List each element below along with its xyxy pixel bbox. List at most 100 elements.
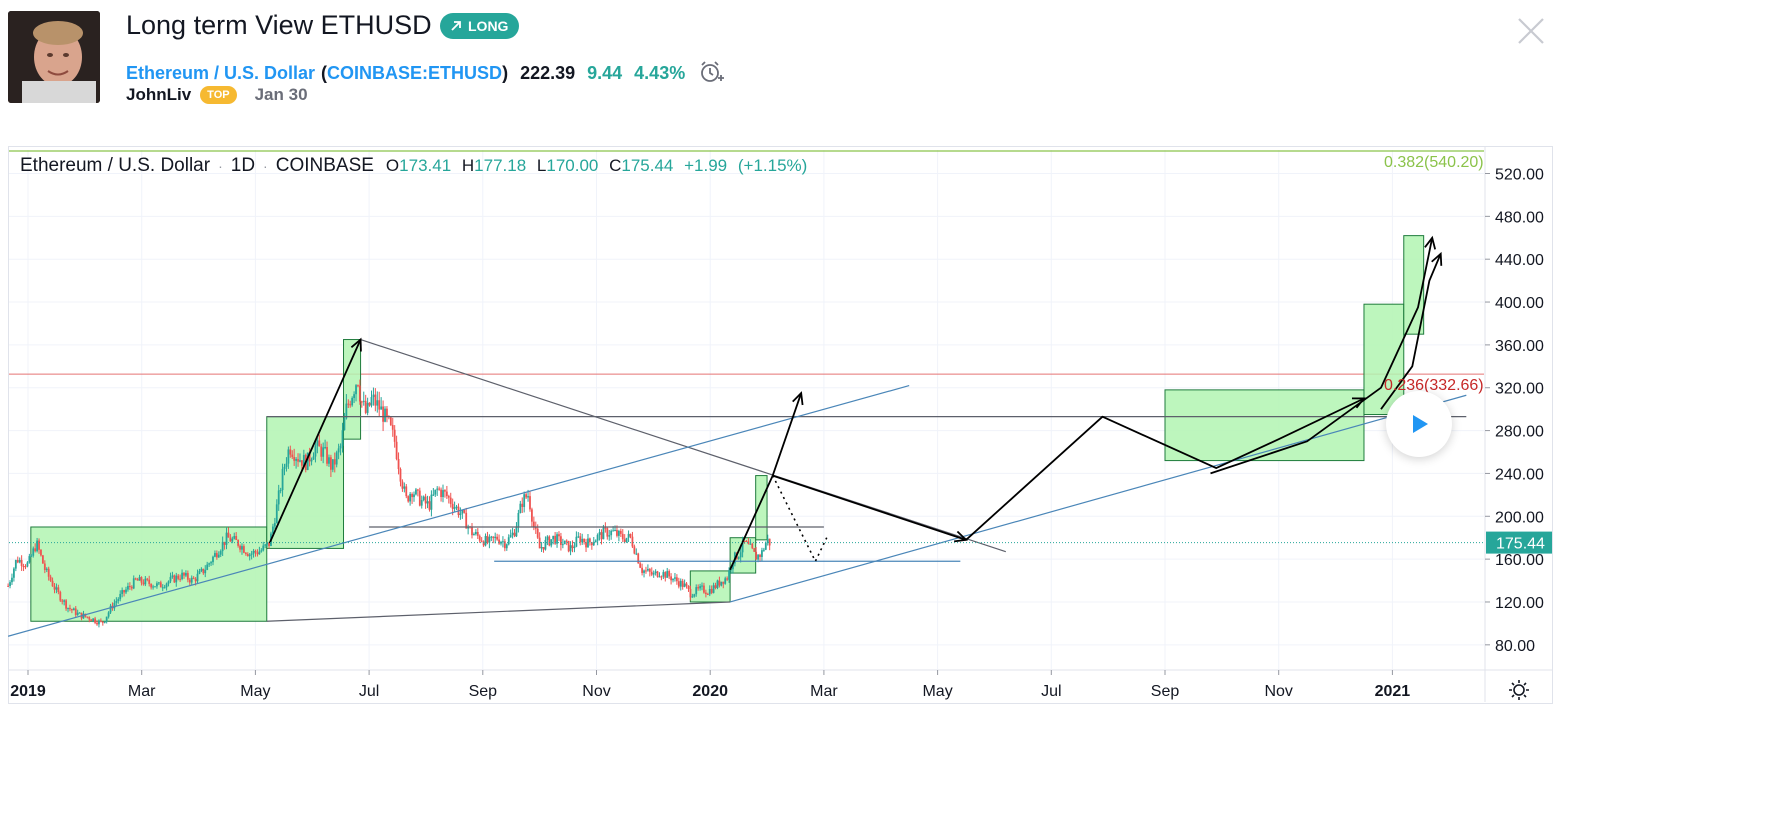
candle-body [529,496,531,510]
candle-body [753,548,756,552]
candle-body [484,535,487,546]
candle-body [658,576,661,578]
candle-body [393,429,396,442]
range-box [30,526,268,622]
candle-body [306,452,309,470]
candle-body [664,572,667,578]
candle-body [333,459,336,465]
candle-body [53,586,56,590]
projection-path [965,397,1365,541]
candle-body [461,510,464,514]
candle-body [674,577,676,579]
candle-body [233,536,236,539]
candle-body [229,537,232,542]
y-tick-label: 400.00 [1495,295,1544,312]
symbol-name-link[interactable]: Ethereum / U.S. Dollar [126,63,316,83]
candle-body [722,581,725,584]
open-value: 173.41 [399,156,452,175]
candle-body [465,512,468,529]
candle-body [273,522,276,527]
candle-body [316,440,319,446]
candle-body [401,481,404,489]
low-value: 170.00 [546,156,599,175]
candle-body [418,490,421,506]
direction-label: LONG [468,18,509,34]
author-line: JohnLiv TOP Jan 30 [126,85,308,105]
candle-body [326,447,328,464]
candle-body [697,587,700,589]
candle-body [689,588,692,598]
candle-body [747,541,750,544]
y-tick-label: 80.00 [1495,638,1535,655]
x-tick-label: May [922,683,952,700]
candle-body [250,553,253,555]
candle-body [662,572,665,577]
candle-body [34,548,37,552]
candle-body [241,546,243,550]
symbol-code-link[interactable]: COINBASE:ETHUSD [327,63,503,83]
candle-body [55,587,58,590]
candle-body [175,575,178,583]
candle-body [743,540,746,542]
candle-body [297,459,299,462]
candle-body [219,551,222,555]
candle-body [552,535,555,540]
candle-body [561,544,564,546]
candle-body [380,406,383,410]
candle-body [69,607,71,610]
projection-path [268,339,362,544]
candle-body [72,608,75,611]
candle-body [368,402,371,406]
candle-body [335,452,338,465]
close-icon[interactable] [1512,12,1550,50]
candle-body [217,554,220,558]
candle-body [612,530,615,532]
candle-body [161,587,164,589]
candle-body [355,385,357,395]
candle-body [502,541,504,543]
candle-body [154,586,156,588]
candle-body [629,533,632,537]
candle-body [453,507,456,509]
candle-body [101,621,104,623]
candle-body [92,618,95,621]
gear-icon[interactable] [1505,676,1533,704]
candle-body [266,542,269,545]
candle-body [726,578,729,580]
candle-body [712,585,715,593]
author-avatar[interactable] [8,11,100,103]
candle-body [440,489,442,498]
candle-body [322,447,325,457]
x-tick-label: 2021 [1375,683,1411,700]
candle-body [761,550,763,557]
candle-body [167,581,170,584]
candle-body [463,510,466,513]
play-button[interactable] [1386,391,1452,457]
candle-body [708,588,711,595]
candle-body [331,459,334,470]
range-box [1403,235,1425,335]
candle-body [492,536,495,539]
projection-path [1210,237,1434,475]
candle-body [691,596,694,598]
candle-body [318,440,321,447]
candle-body [289,449,292,455]
candle-body [223,541,226,545]
projection-path-dotted [772,475,828,564]
trend-line [7,385,910,637]
symbol-change-pct: 4.43% [634,63,686,83]
candle-body [445,491,448,497]
candle-body [486,535,489,543]
author-name-link[interactable]: JohnLiv [126,85,192,104]
arrow-head [1424,235,1437,250]
candle-body [716,580,719,588]
candle-body [550,539,553,546]
candle-body [606,528,609,537]
candle-body [575,536,578,547]
candle-body [532,521,535,527]
candle-body [239,545,241,550]
alarm-clock-plus-icon[interactable] [699,59,725,85]
candle-body [407,496,410,502]
candle-body [451,503,454,509]
